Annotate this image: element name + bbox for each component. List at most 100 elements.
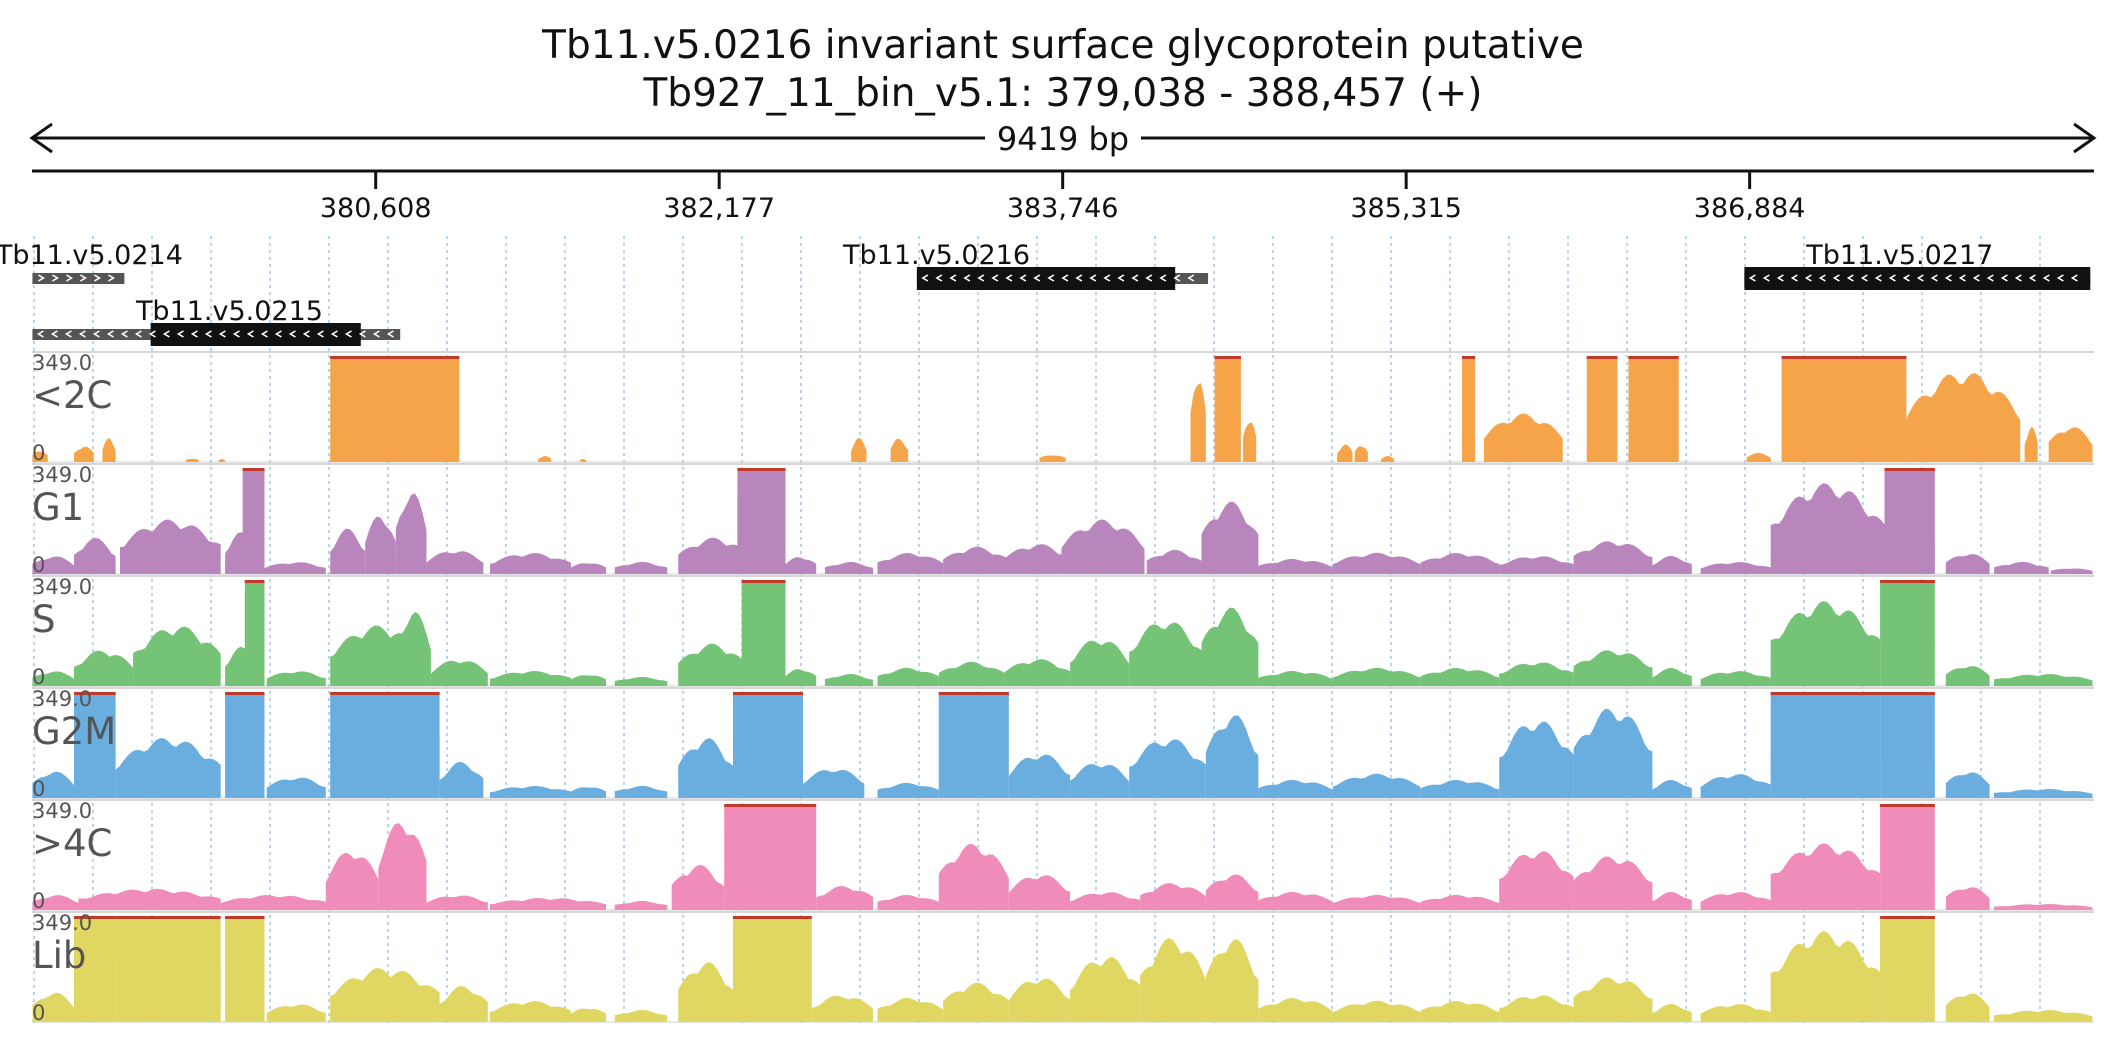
- coverage-peak: [1258, 559, 1333, 574]
- coverage-peak: [538, 456, 552, 462]
- coverage-peak: [102, 438, 116, 462]
- clip-marker: [1586, 356, 1618, 359]
- coverage-peak: [74, 692, 116, 798]
- coverage-peak: [890, 438, 909, 462]
- coverage-peak: [1499, 662, 1574, 686]
- ruler-tick-label: 383,746: [1007, 193, 1119, 224]
- coverage-peak: [943, 546, 1009, 574]
- clip-marker: [737, 468, 786, 471]
- track-peaks: [32, 580, 2093, 686]
- coverage-peak: [439, 986, 488, 1022]
- clip-marker: [74, 692, 116, 695]
- coverage-peak: [1140, 938, 1206, 1022]
- coverage-peak: [1770, 601, 1881, 686]
- gene-cds: [1744, 267, 2091, 290]
- coverage-peak: [1008, 875, 1071, 910]
- clip-marker: [1880, 580, 1935, 583]
- strand-arrows: [1748, 274, 2078, 282]
- coverage-peak: [1420, 894, 1500, 910]
- track-name: Lib: [32, 934, 86, 977]
- coverage-peak: [824, 674, 874, 686]
- gene-cds: [916, 267, 1176, 290]
- coverage-peak: [1258, 998, 1333, 1022]
- gene-tb11-v5-0217[interactable]: Tb11.v5.0217: [1744, 240, 2091, 290]
- coverage-peak: [851, 437, 867, 462]
- coverage-peak: [115, 916, 221, 1022]
- coverage-peak: [724, 804, 817, 910]
- coverage-peak: [225, 692, 265, 798]
- coverage-peak: [1070, 892, 1141, 910]
- coverage-peak: [1652, 555, 1692, 574]
- coverage-peak: [737, 468, 786, 574]
- clip-marker: [938, 692, 1009, 695]
- coverage-peak: [220, 895, 326, 910]
- clip-marker: [732, 916, 812, 919]
- coverage-peak: [2024, 427, 2038, 462]
- coverage-peak: [938, 843, 1009, 910]
- coverage-peak: [938, 661, 1005, 686]
- coverage-peak: [74, 650, 134, 686]
- coverage-peak: [1420, 552, 1500, 574]
- track-peaks: [32, 468, 2093, 574]
- coverage-peak: [1258, 780, 1333, 798]
- coverage-peak: [678, 643, 747, 686]
- coverage-peak: [785, 669, 817, 686]
- coverage-peak: [1880, 692, 1935, 798]
- coverage-peak: [1945, 993, 1990, 1022]
- coverage-peak: [1129, 622, 1202, 686]
- coverage-peak: [426, 895, 488, 910]
- coverage-peak: [570, 1008, 607, 1022]
- coverage-peak: [365, 516, 396, 574]
- gene-tb11-v5-0214[interactable]: Tb11.v5.0214: [0, 240, 183, 284]
- track-name: >4C: [32, 822, 112, 865]
- coverage-peak: [1380, 455, 1395, 462]
- coverage-peak: [1420, 779, 1500, 798]
- track-name: G2M: [32, 710, 116, 753]
- clip-marker: [242, 468, 265, 471]
- clip-marker: [1461, 356, 1476, 359]
- coverage-peak: [1906, 373, 2021, 462]
- coverage-peak: [678, 537, 751, 574]
- title-line-1: Tb11.v5.0216 invariant surface glycoprot…: [541, 23, 1584, 68]
- track-ymax-label: 349.0: [32, 911, 92, 935]
- gene-tb11-v5-0216[interactable]: Tb11.v5.0216: [842, 240, 1209, 290]
- clip-marker: [1880, 916, 1935, 919]
- coverage-peak: [877, 997, 944, 1022]
- coverage-peak: [570, 675, 607, 686]
- coverage-peak: [32, 556, 75, 574]
- coverage-peak: [1993, 1010, 2093, 1022]
- coverage-peak: [242, 468, 265, 574]
- coverage-peak: [1070, 957, 1141, 1022]
- coverage-peak: [614, 676, 668, 686]
- coverage-peak: [1573, 650, 1653, 686]
- coverage-peak: [218, 459, 226, 462]
- gene-tb11-v5-0215[interactable]: Tb11.v5.0215: [32, 296, 401, 346]
- ruler-tick-label: 380,608: [320, 193, 432, 224]
- coverage-peak: [1070, 640, 1130, 686]
- clip-marker: [1770, 692, 1881, 695]
- coverage-peak: [1201, 607, 1259, 686]
- coverage-peak: [1499, 995, 1574, 1022]
- coverage-peak: [266, 1004, 326, 1022]
- coverage-peak: [741, 580, 786, 686]
- coverage-peak: [671, 864, 725, 910]
- coverage-peak: [1190, 383, 1206, 462]
- coverage-peak: [266, 777, 326, 798]
- coverage-peak: [330, 528, 366, 574]
- coverage-peak: [78, 888, 221, 910]
- coverage-peak: [1205, 874, 1259, 910]
- coverage-peak: [1628, 356, 1679, 462]
- coverage-peak: [32, 451, 48, 462]
- coverage-peak: [877, 667, 939, 686]
- coverage-peak: [1354, 446, 1368, 462]
- coverage-peak: [824, 562, 874, 574]
- coverage-peak: [430, 660, 488, 686]
- coverage-peak: [2048, 427, 2093, 462]
- coverage-tracks: 349.0<2C0349.0G10349.0S0349.0G2M0349.0>4…: [32, 351, 2094, 1025]
- gene-label: Tb11.v5.0217: [1805, 240, 1993, 271]
- coverage-peak: [395, 493, 427, 574]
- coverage-peak: [1201, 501, 1259, 574]
- track-ymax-label: 349.0: [32, 463, 92, 487]
- coverage-peak: [325, 852, 379, 910]
